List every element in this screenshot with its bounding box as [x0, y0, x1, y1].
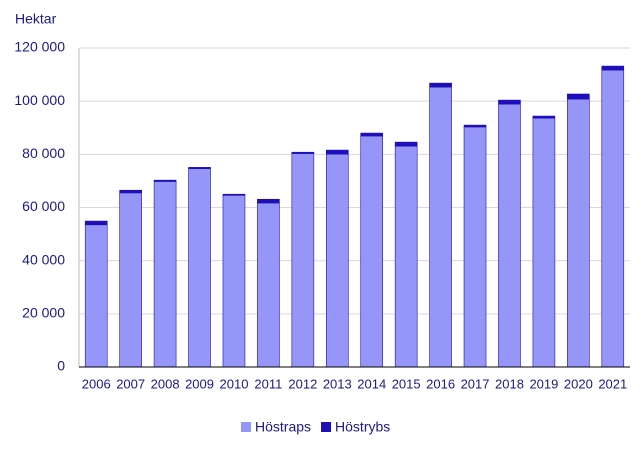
bar-segment	[84, 220, 108, 226]
y-tick-label: 20 000	[22, 305, 65, 321]
x-tick-label: 2020	[564, 376, 593, 391]
bar-segment	[222, 193, 246, 196]
bar-segment	[532, 117, 556, 368]
bar-segment	[498, 103, 521, 368]
y-tick-label: 100 000	[14, 92, 65, 108]
bar-segment	[567, 98, 590, 368]
x-tick-label: 2011	[254, 376, 282, 391]
legend-label: Höstrybs	[335, 419, 390, 435]
y-tick-label: 0	[57, 358, 65, 374]
bar-segment	[463, 126, 487, 368]
bar-segment	[188, 168, 211, 368]
x-tick-label: 2016	[426, 376, 455, 391]
x-tick-label: 2019	[529, 376, 558, 391]
bar-segment	[429, 86, 452, 368]
x-tick-label: 2017	[461, 376, 490, 391]
y-tick-label: 120 000	[14, 39, 65, 55]
bar-segment	[291, 151, 315, 154]
bar-segment	[498, 99, 521, 105]
bar-segment	[360, 135, 384, 368]
x-tick-label: 2014	[357, 376, 386, 391]
x-tick-label: 2018	[495, 376, 524, 391]
x-tick-label: 2007	[116, 376, 145, 391]
bar-segment	[394, 145, 418, 368]
y-axis-label: Hektar	[15, 11, 57, 27]
bar-segment	[119, 192, 142, 368]
bar-segment	[84, 224, 108, 368]
bar-segment	[360, 132, 384, 137]
x-tick-label: 2006	[82, 376, 111, 391]
x-tick-label: 2021	[598, 376, 627, 391]
bar-segment	[119, 189, 142, 194]
bar-segment	[601, 65, 625, 71]
bar-segment	[222, 194, 246, 368]
bar-segment	[257, 202, 280, 368]
x-tick-label: 2015	[392, 376, 421, 391]
bar-segment	[532, 115, 556, 119]
x-tick-label: 2012	[288, 376, 317, 391]
bar-segment	[429, 82, 452, 88]
bar-segment	[153, 181, 177, 368]
x-tick-label: 2008	[151, 376, 180, 391]
legend-swatch	[321, 422, 332, 432]
y-tick-label: 80 000	[22, 145, 65, 161]
bar-segment	[153, 179, 177, 182]
bar-segment	[567, 93, 590, 100]
x-tick-label: 2013	[323, 376, 352, 391]
bar-segment	[394, 141, 418, 147]
bar-segment	[325, 153, 349, 368]
x-tick-label: 2010	[220, 376, 249, 391]
bar-segment	[463, 124, 487, 128]
bar-segment	[325, 149, 349, 155]
bar-segment	[601, 69, 625, 368]
bar-segment	[291, 153, 315, 368]
y-tick-label: 40 000	[22, 251, 65, 267]
y-tick-label: 60 000	[22, 198, 65, 214]
legend-label: Höstraps	[255, 419, 311, 435]
bar-segment	[188, 167, 211, 169]
bar-segment	[257, 198, 280, 204]
legend-swatch	[241, 422, 251, 432]
x-tick-label: 2009	[185, 376, 214, 391]
